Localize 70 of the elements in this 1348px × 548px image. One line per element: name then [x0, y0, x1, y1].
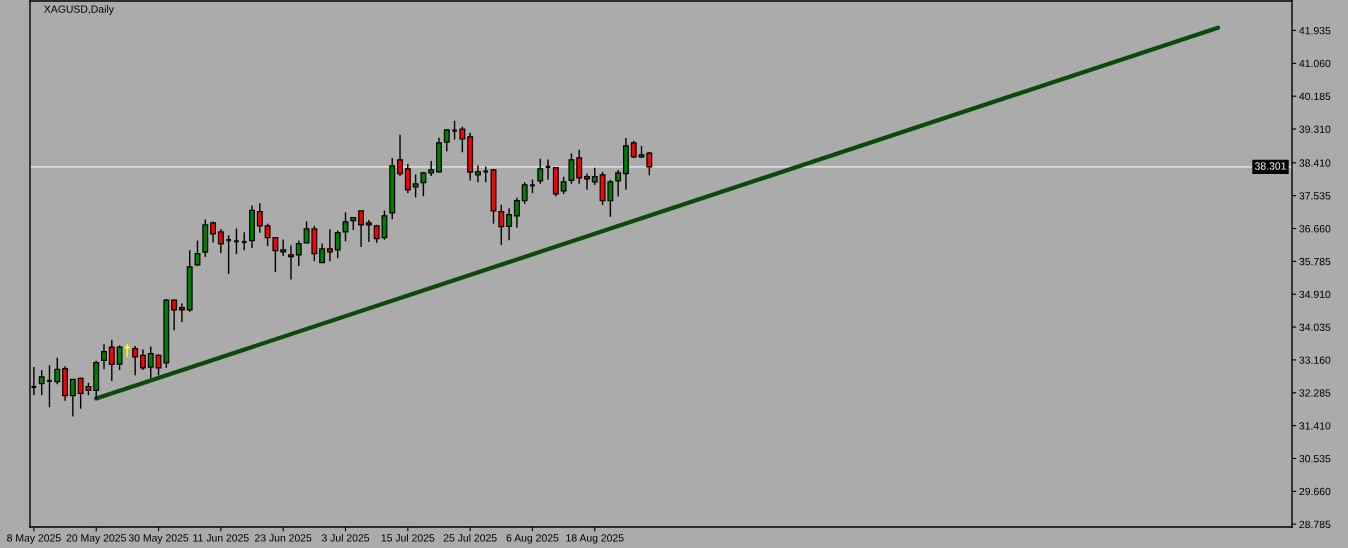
y-tick-label: 38.410	[1299, 159, 1331, 167]
y-tick-label: 34.910	[1299, 290, 1331, 299]
y-tick-label: 39.310	[1299, 125, 1331, 133]
candlestick	[521, 181, 528, 205]
y-tick-label: 28.785	[1299, 520, 1331, 529]
y-tick-label: 41.060	[1299, 59, 1331, 68]
y-tick-label: 31.410	[1299, 422, 1331, 430]
candlestick	[295, 239, 302, 267]
y-tick-label: 41.935	[1299, 26, 1331, 35]
candlestick	[537, 157, 544, 185]
y-tick-label: 29.660	[1299, 487, 1331, 496]
x-tick-label: 18 Aug 2025	[566, 534, 624, 544]
candlestick	[506, 207, 513, 241]
candlestick	[54, 356, 61, 386]
x-tick-label: 8 May 2025	[7, 534, 61, 544]
candlestick	[397, 133, 403, 177]
candlestick	[217, 228, 224, 254]
candlestick	[474, 164, 481, 184]
x-tick-label: 20 May 2025	[66, 534, 126, 544]
x-tick-label: 23 Jun 2025	[255, 534, 312, 542]
candlestick	[108, 338, 115, 382]
candlestick	[69, 378, 76, 418]
candlestick	[498, 204, 505, 246]
candlestick	[132, 345, 139, 377]
y-tick-label: 35.785	[1299, 257, 1331, 266]
y-tick-label: 36.660	[1299, 225, 1331, 233]
candlestick	[459, 126, 466, 153]
candlestick	[46, 364, 53, 408]
candlestick	[147, 345, 154, 380]
y-tick-label: 30.535	[1299, 454, 1331, 463]
candlestick	[365, 219, 372, 243]
candlestick	[101, 343, 107, 371]
candlestick	[256, 202, 263, 234]
ref-line-label: 38.301	[1254, 162, 1286, 170]
x-tick-label: 25 Jul 2025	[443, 533, 497, 542]
candlestick	[404, 163, 411, 194]
x-tick-label: 30 May 2025	[128, 534, 189, 544]
candlestick	[342, 211, 349, 242]
y-tick-label: 34.035	[1299, 323, 1331, 331]
candlestick	[139, 348, 146, 371]
x-tick-label: 3 Jul 2025	[321, 533, 370, 542]
candlestick	[576, 148, 583, 185]
y-tick-label: 40.185	[1299, 92, 1331, 101]
x-tick-label: 15 Jul 2025	[381, 533, 435, 542]
candlestick	[171, 298, 178, 331]
candlestick	[334, 229, 341, 259]
candlestick	[420, 171, 427, 197]
candlestick	[412, 173, 419, 199]
candlestick	[116, 344, 123, 371]
candlestick	[615, 169, 622, 198]
chart-title: XAGUSD,Daily	[44, 5, 114, 15]
candlestick	[210, 220, 217, 244]
candlestick	[584, 173, 590, 191]
candlestick	[240, 231, 248, 251]
candlestick	[326, 228, 333, 262]
y-tick-label: 37.535	[1299, 192, 1331, 200]
candlestick	[428, 160, 435, 177]
y-tick-label: 33.160	[1299, 356, 1331, 364]
candlestick	[358, 210, 365, 248]
candlestick	[568, 152, 575, 185]
candlestick	[319, 242, 326, 264]
candlestick	[443, 128, 450, 152]
candlestick	[280, 238, 287, 257]
y-tick-label: 32.285	[1299, 389, 1331, 397]
x-tick-label: 6 Aug 2025	[506, 534, 559, 544]
candlestick	[513, 197, 520, 229]
candlestick	[178, 302, 185, 323]
candlestick	[288, 244, 294, 281]
x-tick-label: 11 Jun 2025	[193, 534, 249, 542]
candlestick	[38, 369, 45, 396]
